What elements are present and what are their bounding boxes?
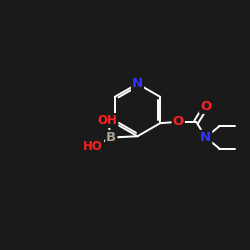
Text: B: B	[106, 131, 116, 144]
Text: N: N	[200, 131, 211, 144]
Text: N: N	[132, 77, 143, 90]
Text: OH: OH	[98, 114, 117, 127]
Text: O: O	[172, 116, 184, 128]
Text: HO: HO	[83, 140, 103, 153]
Text: O: O	[200, 100, 211, 113]
